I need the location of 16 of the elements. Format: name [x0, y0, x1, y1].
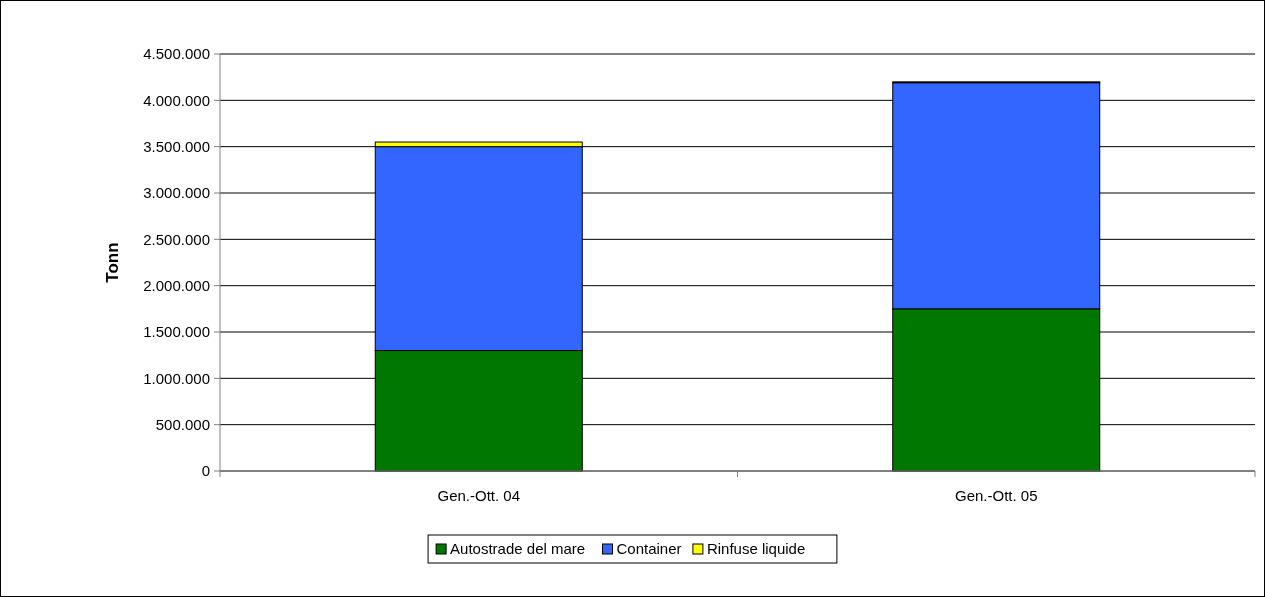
legend-label: Container — [616, 540, 682, 558]
y-axis-title: Tonn — [103, 242, 122, 283]
y-tick-label: 2.000.000 — [143, 276, 210, 294]
y-tick-label: 3.000.000 — [143, 184, 210, 202]
x-tick-label: Gen.-Ott. 05 — [954, 487, 1038, 504]
y-tick-label: 4.000.000 — [143, 91, 210, 109]
y-tick-label: 2.500.000 — [143, 230, 210, 248]
y-tick-label: 1.000.000 — [143, 369, 210, 387]
legend-label: Rinfuse liquide — [706, 540, 806, 558]
y-tick-label: 4.500.000 — [143, 45, 210, 63]
legend-label: Autostrade del mare — [450, 540, 586, 558]
y-tick-label: 0 — [201, 462, 210, 480]
y-tick-label: 3.500.000 — [143, 137, 210, 155]
y-tick-label: 1.500.000 — [143, 323, 210, 341]
y-tick-label: 500.000 — [155, 415, 210, 433]
x-tick-label: Gen.-Ott. 04 — [437, 487, 521, 504]
